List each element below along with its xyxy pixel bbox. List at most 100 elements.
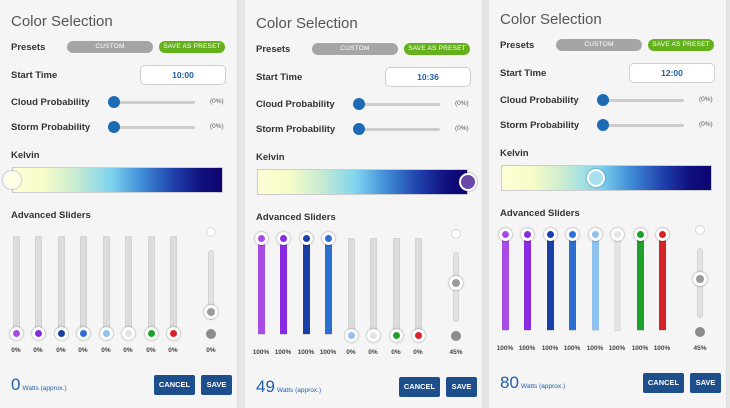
channel-8-value: 0%: [413, 349, 423, 356]
kelvin-gradient-slider[interactable]: [501, 165, 712, 191]
channel-7-slider[interactable]: [392, 238, 400, 335]
channel-8-handle[interactable]: [655, 227, 669, 241]
master-handle[interactable]: [449, 275, 463, 290]
channel-1-handle[interactable]: [254, 231, 268, 245]
kelvin-gradient-slider[interactable]: [12, 167, 223, 193]
watts-readout: 80 Watts (approx.): [500, 373, 565, 393]
channel-8-slider[interactable]: [169, 236, 177, 333]
channel-3-handle[interactable]: [543, 227, 557, 241]
cloud-probability-handle[interactable]: [108, 96, 120, 108]
channel-5-slider[interactable]: [102, 236, 110, 333]
watts-readout: 49 Watts (approx.): [256, 377, 321, 397]
channel-1-slider[interactable]: [12, 236, 20, 333]
master-handle-dot: [207, 308, 215, 316]
custom-preset-button[interactable]: CUSTOM: [67, 41, 153, 53]
master-max-dot: [451, 229, 461, 239]
channel-4-handle[interactable]: [565, 227, 579, 241]
channel-4-slider[interactable]: [79, 236, 87, 333]
channel-5-handle[interactable]: [344, 328, 358, 342]
custom-preset-button[interactable]: CUSTOM: [556, 39, 642, 51]
channel-8-slider[interactable]: [658, 233, 666, 331]
channel-color-dot: [347, 331, 355, 339]
save-button[interactable]: SAVE: [446, 377, 477, 397]
channel-2-slider[interactable]: [34, 236, 42, 333]
storm-probability-handle[interactable]: [108, 121, 120, 133]
channel-3-handle[interactable]: [299, 231, 313, 245]
save-as-preset-button[interactable]: SAVE AS PRESET: [404, 43, 470, 55]
channel-5-slider[interactable]: [591, 233, 599, 331]
channel-8-slider[interactable]: [414, 238, 422, 335]
channel-6-slider[interactable]: [124, 236, 132, 333]
channel-4-handle[interactable]: [76, 326, 90, 340]
channel-1-slider[interactable]: [257, 237, 265, 335]
channel-1-slider[interactable]: [501, 233, 509, 331]
master-handle[interactable]: [693, 271, 707, 286]
channel-2-slider[interactable]: [523, 233, 531, 331]
channel-6-value: 0%: [368, 349, 378, 356]
channel-3-handle[interactable]: [54, 326, 68, 340]
start-time-input[interactable]: 12:00: [629, 63, 715, 83]
channel-7-handle[interactable]: [633, 227, 647, 241]
storm-probability-handle[interactable]: [597, 119, 609, 131]
storm-probability-slider[interactable]: [358, 128, 440, 131]
channel-2-handle[interactable]: [276, 231, 290, 245]
kelvin-handle[interactable]: [459, 173, 477, 191]
channel-7-slider[interactable]: [147, 236, 155, 333]
watts-readout: 0 Watts (approx.): [11, 375, 67, 395]
channel-5-handle[interactable]: [99, 326, 113, 340]
channel-1-handle[interactable]: [9, 326, 23, 340]
channel-3-slider[interactable]: [57, 236, 65, 333]
channel-4-handle[interactable]: [321, 231, 335, 245]
cancel-button[interactable]: CANCEL: [643, 373, 684, 393]
cloud-probability-handle[interactable]: [353, 98, 365, 110]
cloud-probability-slider[interactable]: [358, 103, 440, 106]
channel-1-handle[interactable]: [498, 227, 512, 241]
master-slider[interactable]: [208, 250, 214, 320]
channel-3-value: 0%: [56, 347, 66, 354]
storm-probability-slider[interactable]: [113, 126, 195, 129]
save-as-preset-button[interactable]: SAVE AS PRESET: [648, 39, 714, 51]
channel-8-handle[interactable]: [166, 326, 180, 340]
cloud-probability-slider[interactable]: [113, 101, 195, 104]
channel-6-slider[interactable]: [613, 233, 621, 331]
channel-7-slider[interactable]: [636, 233, 644, 331]
channel-6-handle[interactable]: [366, 328, 380, 342]
channel-7-fill: [636, 233, 644, 330]
kelvin-handle[interactable]: [586, 169, 605, 187]
channel-2-slider[interactable]: [279, 237, 287, 335]
channel-5-handle[interactable]: [588, 227, 602, 241]
custom-preset-button[interactable]: CUSTOM: [312, 43, 398, 55]
channel-5-slider[interactable]: [347, 238, 355, 335]
save-as-preset-button[interactable]: SAVE AS PRESET: [159, 41, 225, 53]
channel-2-handle[interactable]: [520, 227, 534, 241]
start-time-input[interactable]: 10:00: [140, 65, 226, 85]
channel-color-dot: [302, 234, 310, 242]
storm-probability-handle[interactable]: [353, 123, 365, 135]
cancel-button[interactable]: CANCEL: [399, 377, 440, 397]
storm-probability-slider[interactable]: [602, 124, 684, 127]
master-min-dot: [451, 331, 461, 341]
kelvin-handle[interactable]: [3, 171, 21, 189]
cancel-button[interactable]: CANCEL: [154, 375, 195, 395]
storm-probability-label: Storm Probability: [500, 120, 580, 131]
channel-3-slider[interactable]: [546, 233, 554, 331]
kelvin-gradient-slider[interactable]: [257, 169, 468, 195]
start-time-input[interactable]: 10:36: [385, 67, 471, 87]
channel-6-slider[interactable]: [369, 238, 377, 335]
cloud-probability-handle[interactable]: [597, 94, 609, 106]
channel-4-slider[interactable]: [324, 237, 332, 335]
channel-3-value: 100%: [541, 345, 559, 352]
save-button[interactable]: SAVE: [690, 373, 721, 393]
save-button[interactable]: SAVE: [201, 375, 232, 395]
channel-6-handle[interactable]: [121, 326, 135, 340]
channel-7-handle[interactable]: [389, 328, 403, 342]
master-handle[interactable]: [204, 305, 218, 319]
watts-unit: Watts (approx.): [276, 387, 322, 394]
channel-8-handle[interactable]: [411, 328, 425, 342]
channel-3-slider[interactable]: [302, 237, 310, 335]
channel-6-handle[interactable]: [610, 227, 624, 241]
channel-4-slider[interactable]: [568, 233, 576, 331]
cloud-probability-slider[interactable]: [602, 99, 684, 102]
channel-2-handle[interactable]: [31, 326, 45, 340]
channel-7-handle[interactable]: [144, 326, 158, 340]
